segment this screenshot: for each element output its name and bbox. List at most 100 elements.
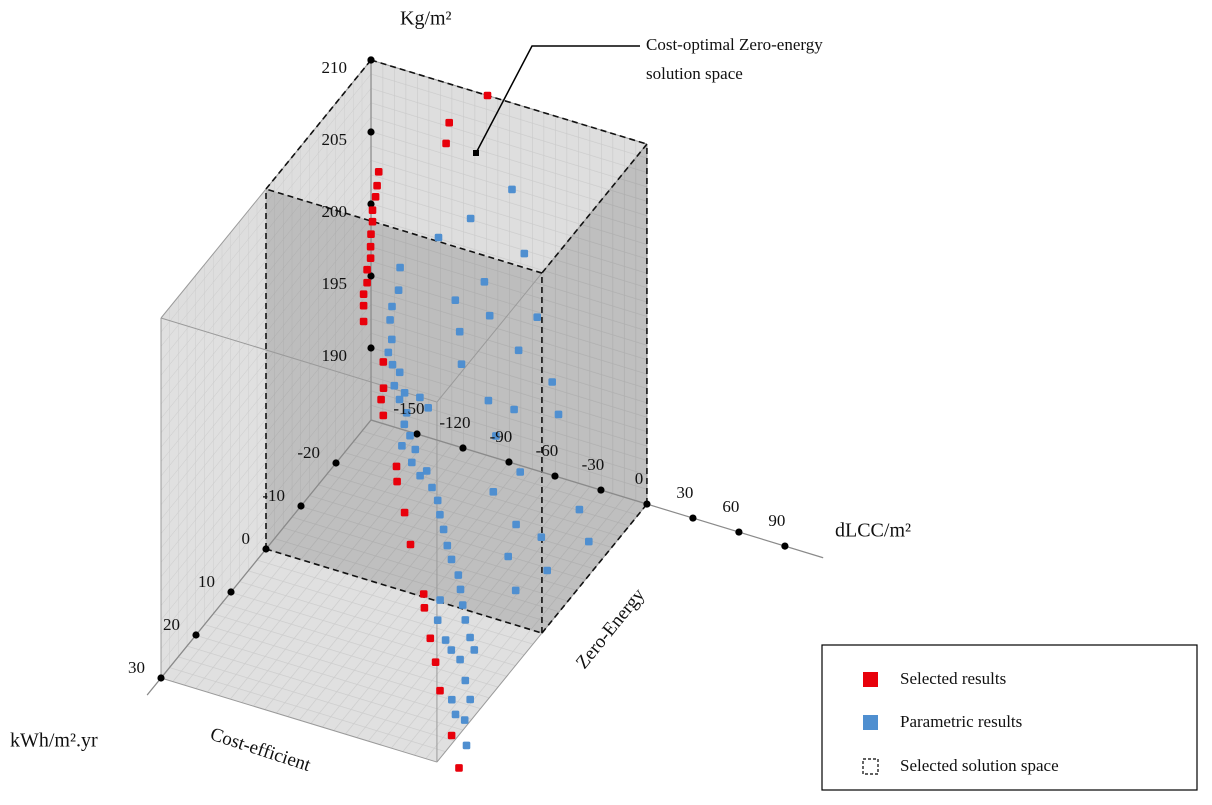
z-tick-label: 210 (322, 58, 348, 77)
data-point (456, 585, 465, 594)
data-point (454, 571, 463, 579)
data-point (443, 541, 452, 550)
annotation-text: Cost-optimal Zero-energy (646, 35, 823, 54)
data-point (366, 254, 375, 262)
legend-label: Selected results (900, 669, 1006, 688)
data-point (433, 496, 442, 505)
data-point (575, 505, 584, 514)
x-tick-dot (413, 430, 421, 438)
y-axis-title: kWh/m².yr (10, 730, 98, 752)
z-tick-dot (367, 344, 375, 352)
data-point (406, 431, 414, 440)
x-tick-dot (459, 444, 467, 452)
data-point (533, 313, 541, 321)
x-tick-label: -120 (439, 413, 470, 432)
x-tick-label: 0 (635, 469, 644, 488)
data-point (426, 634, 435, 643)
data-point (445, 118, 453, 127)
data-point (363, 265, 371, 274)
y-tick-label: -20 (297, 443, 320, 462)
data-point (447, 646, 456, 654)
x-tick-label: 30 (676, 483, 693, 502)
face-label: Cost-efficient (208, 724, 314, 776)
z-tick-label: 190 (322, 346, 348, 365)
data-point (359, 317, 368, 326)
selected-space-edge (265, 59, 372, 190)
data-point (543, 566, 551, 575)
data-point (379, 411, 388, 420)
x-axis-title: dLCC/m² (835, 520, 911, 542)
x-tick-label: -30 (582, 455, 605, 474)
axis-line (370, 419, 824, 559)
data-point (400, 420, 409, 429)
data-point (455, 327, 464, 336)
box-faces (161, 60, 647, 763)
data-point (379, 358, 388, 366)
data-point (386, 316, 394, 324)
z-tick-label: 195 (322, 274, 348, 293)
data-point (420, 604, 429, 612)
legend-swatch (863, 672, 878, 687)
data-point (457, 360, 466, 368)
data-point (461, 616, 470, 624)
annotation-leader (475, 45, 640, 154)
selected-space-edge (541, 143, 648, 274)
data-point (489, 488, 498, 496)
data-point (374, 168, 383, 176)
back-face (371, 60, 647, 505)
data-point (388, 335, 396, 344)
data-point (428, 483, 436, 492)
data-point (395, 368, 404, 377)
y-tick-dot (332, 459, 340, 467)
data-point (368, 206, 377, 214)
data-point (400, 508, 409, 517)
data-point (384, 348, 393, 357)
data-point (439, 525, 448, 534)
data-point (436, 510, 444, 519)
data-point (512, 520, 520, 529)
legend-swatch (863, 715, 878, 730)
data-point (394, 286, 403, 294)
y-tick-label: -10 (262, 486, 285, 505)
data-point (516, 468, 524, 476)
x-tick-label: 90 (768, 511, 785, 530)
z-tick-label: 205 (322, 130, 348, 149)
data-point (398, 442, 406, 450)
data-point (456, 655, 464, 664)
face-label: Zero-Energy (572, 584, 650, 673)
data-point (408, 458, 416, 467)
data-point (485, 311, 494, 320)
data-point (483, 91, 492, 100)
data-point (433, 616, 442, 624)
data-point (441, 636, 450, 644)
axes (146, 56, 824, 696)
data-point (359, 301, 368, 310)
data-point (359, 290, 368, 298)
y-tick-dot (157, 674, 165, 682)
data-point (442, 139, 450, 148)
x-tick-dot (689, 514, 697, 522)
data-point (390, 381, 399, 390)
x-tick-dot (781, 542, 789, 550)
data-point (461, 676, 470, 685)
selected-space-edge (370, 59, 648, 145)
data-point (451, 710, 460, 719)
z-tick-label: 200 (322, 202, 348, 221)
data-point (548, 378, 556, 386)
x-tick-dot (551, 472, 559, 480)
data-point (419, 590, 428, 598)
x-tick-dot (735, 528, 743, 536)
legend-frame (821, 644, 1198, 791)
data-point (411, 445, 420, 454)
data-point (371, 193, 380, 201)
data-point (406, 540, 415, 549)
y-tick-label: 10 (198, 572, 215, 591)
data-point (363, 278, 371, 287)
data-point (368, 217, 377, 226)
y-tick-label: 30 (128, 658, 145, 677)
data-point (366, 242, 375, 251)
right-face (436, 144, 647, 763)
data-point (395, 395, 404, 404)
y-tick-dot (192, 631, 200, 639)
data-point (393, 477, 401, 486)
